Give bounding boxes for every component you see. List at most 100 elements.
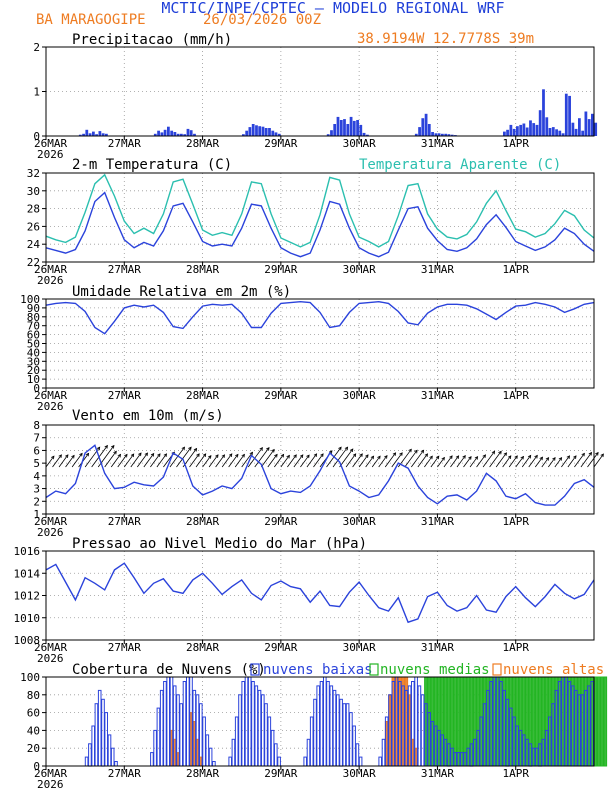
wind-arrow <box>254 447 270 468</box>
wind-arrow <box>482 451 495 468</box>
temp-ytick-label: 22 <box>27 256 40 269</box>
rh-title: Umidade Relativa em 2m (%) <box>72 284 291 300</box>
wind-arrow-head <box>249 451 253 456</box>
cloud-low-bar <box>182 681 187 767</box>
wind-arrow <box>137 452 148 468</box>
cloud-low-bar <box>336 694 340 767</box>
clouds-xtick-label: 1APR <box>502 767 529 780</box>
wind-arrow-head <box>424 453 428 457</box>
cloud-low-bar <box>97 689 102 767</box>
wind-arrow <box>352 453 363 468</box>
precip-bar <box>545 117 549 136</box>
cloud-low-bar <box>107 734 112 767</box>
wind-year-label: 2026 <box>37 526 64 539</box>
cloud-low-bar <box>234 716 239 767</box>
rh-ytick-label: 60 <box>27 329 40 342</box>
press-panel: 1008 1010 1012 1014 1016 26MAR 27MAR 28MAR 29MAR… <box>14 545 595 665</box>
rh-ytick-label: 10 <box>27 373 40 386</box>
precip-bar <box>594 122 598 136</box>
precip-title: Precipitacao (mm/h) <box>72 32 232 48</box>
wind-arrow-head <box>573 455 577 459</box>
cloud-low-bar <box>349 712 353 767</box>
cloud-low-bar <box>313 698 317 767</box>
wind-arrow-head <box>299 454 304 458</box>
pressure-line <box>45 562 595 624</box>
precip-bar <box>88 133 92 136</box>
wind-arrow <box>587 452 599 468</box>
wind-arrow-head <box>527 454 532 459</box>
temp-ytick-label: 28 <box>27 203 40 216</box>
cloud-low-bar <box>417 685 422 767</box>
clouds-xtick-label: 31MAR <box>421 767 454 780</box>
precip-bar <box>258 126 262 136</box>
wind-arrow-head <box>414 449 418 454</box>
press-xtick-label: 29MAR <box>264 641 297 654</box>
temp-title: 2-m Temperatura (C) <box>72 157 232 173</box>
precip-bar <box>346 124 350 136</box>
wind-arrow <box>456 455 466 468</box>
precip-bar <box>170 130 174 136</box>
cloud-low-bar <box>319 681 324 767</box>
cloud-mid-bar <box>600 676 604 767</box>
wind-arrow <box>378 455 388 468</box>
precip-bar <box>564 93 568 136</box>
wind-arrow <box>561 455 570 468</box>
wind-arrow <box>345 453 357 468</box>
temp-ytick-label: 30 <box>27 185 40 198</box>
temp-xtick-label: 30MAR <box>343 263 376 276</box>
wind-arrow-head <box>545 457 550 461</box>
cloud-low-bar <box>303 756 308 767</box>
cloud-low-bar <box>355 743 360 767</box>
wind-arrow <box>554 457 562 468</box>
precip-bar <box>535 124 539 136</box>
precip-bar <box>444 133 448 136</box>
cloud-low-bar <box>326 681 330 767</box>
wind-arrow <box>215 454 225 468</box>
coords-label: 38.9194W 12.7778S 39m <box>357 31 534 47</box>
wind-arrow-head <box>313 453 318 457</box>
cloud-low-bar <box>205 734 210 767</box>
cloud-low-bar <box>156 707 161 767</box>
wind-arrow-head <box>124 453 128 458</box>
wind-arrow-head <box>349 448 354 453</box>
wind-arrow <box>502 455 512 468</box>
cloud-low-bar <box>332 689 337 767</box>
rh-xtick-label: 27MAR <box>108 389 141 402</box>
precip-bar <box>173 132 177 136</box>
cloud-low-bar <box>270 729 275 767</box>
cloud-low-bar <box>163 681 167 767</box>
precip-bar <box>581 130 585 136</box>
cloud-low-bar <box>352 725 356 767</box>
wind-arrow <box>365 455 374 468</box>
cloud-low-bar <box>277 756 281 767</box>
wind-xtick-label: 28MAR <box>186 515 219 528</box>
precip-bar <box>522 123 526 136</box>
precip-xtick-label: 31MAR <box>421 137 454 150</box>
wind-arrow <box>260 449 275 468</box>
precip-bar <box>160 132 164 136</box>
cloud-low-bar <box>247 676 252 767</box>
wind-arrow-head <box>595 451 599 456</box>
wind-title: Vento em 10m (m/s) <box>72 408 224 424</box>
wind-arrow-head <box>111 444 115 449</box>
rh-xtick-label: 28MAR <box>186 389 219 402</box>
precip-bar <box>506 129 509 136</box>
wind-arrow-head <box>221 454 225 458</box>
wind-arrow-head <box>280 453 285 458</box>
wind-arrow <box>476 454 486 468</box>
cloud-low-bar <box>94 703 99 767</box>
wind-arrow <box>371 455 381 468</box>
wind-arrow <box>489 451 502 468</box>
wind-arrow-head <box>566 455 570 459</box>
wind-arrow <box>424 455 433 468</box>
wind-arrow <box>404 450 418 468</box>
wind-arrow-head <box>274 453 278 458</box>
run-label: 26/03/2026 00Z <box>203 12 321 28</box>
wind-arrow-head <box>491 450 496 455</box>
wind-arrow <box>247 447 263 468</box>
wind-arrow <box>358 454 369 468</box>
press-year-label: 2026 <box>37 652 64 665</box>
precip-bar <box>418 127 421 136</box>
wind-frame <box>45 424 595 515</box>
